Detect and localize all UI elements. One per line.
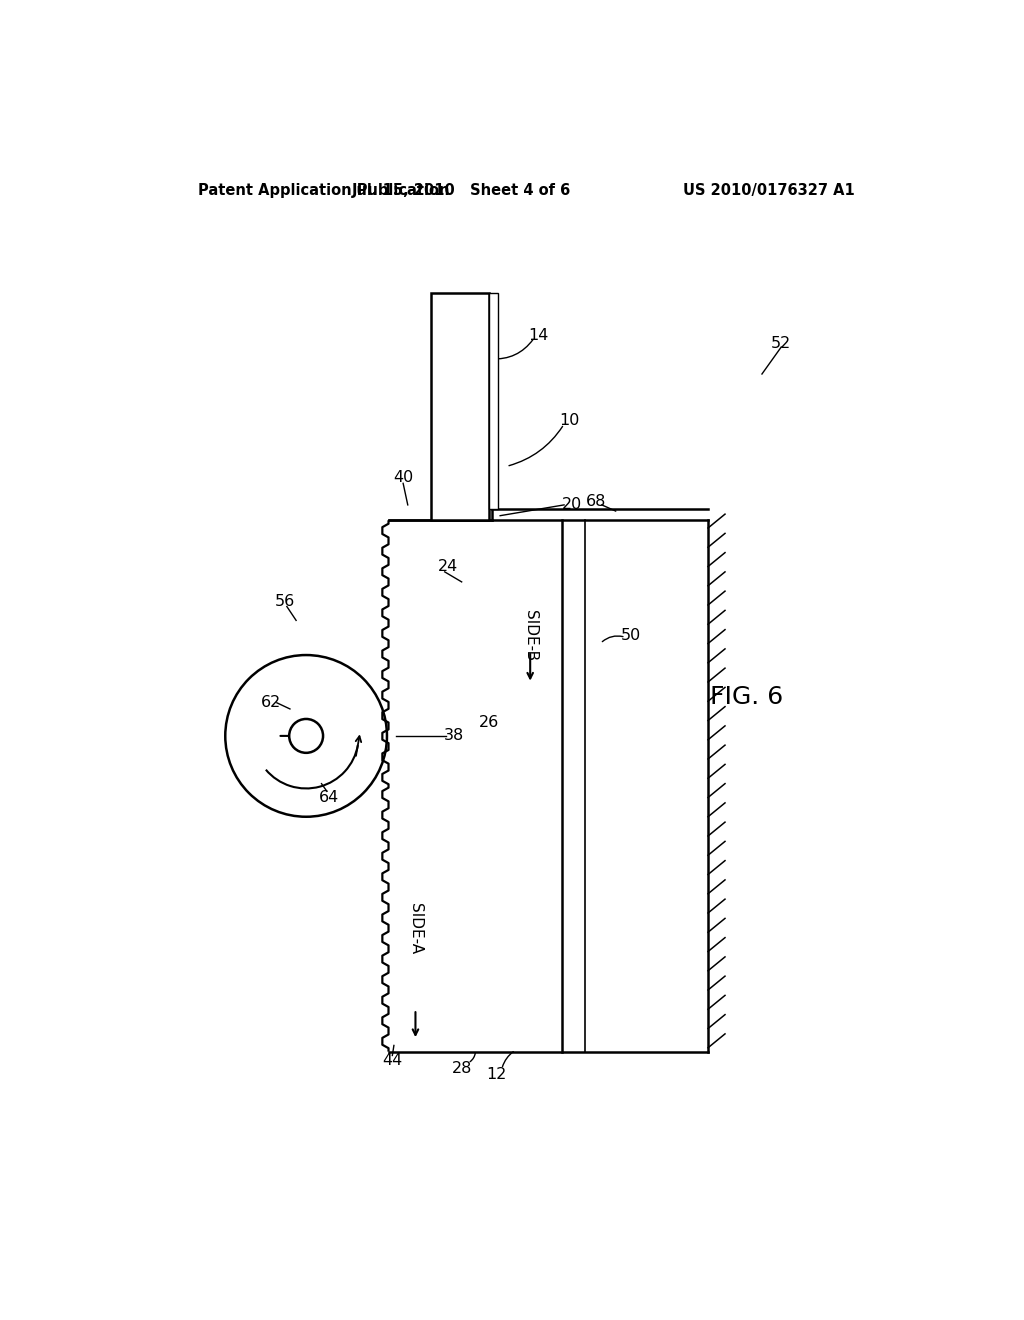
Polygon shape <box>388 520 708 1052</box>
Text: 20: 20 <box>561 498 582 512</box>
Circle shape <box>289 719 323 752</box>
Text: 52: 52 <box>771 335 792 351</box>
Text: 50: 50 <box>621 628 641 643</box>
Text: 10: 10 <box>559 413 580 428</box>
Text: 24: 24 <box>437 558 458 574</box>
Text: 12: 12 <box>486 1067 507 1082</box>
Text: 14: 14 <box>528 327 549 343</box>
Text: 40: 40 <box>393 470 414 486</box>
Text: SIDE-A: SIDE-A <box>408 903 423 954</box>
Text: 62: 62 <box>261 696 282 710</box>
Polygon shape <box>431 293 488 520</box>
Text: 26: 26 <box>478 714 499 730</box>
Text: SIDE-B: SIDE-B <box>523 610 539 661</box>
Text: 64: 64 <box>319 789 339 805</box>
Text: 38: 38 <box>443 729 464 743</box>
Polygon shape <box>488 293 498 508</box>
Text: US 2010/0176327 A1: US 2010/0176327 A1 <box>683 183 855 198</box>
Text: 44: 44 <box>382 1053 402 1068</box>
Text: Patent Application Publication: Patent Application Publication <box>199 183 450 198</box>
Text: Jul. 15, 2010   Sheet 4 of 6: Jul. 15, 2010 Sheet 4 of 6 <box>352 183 571 198</box>
Text: 56: 56 <box>274 594 295 609</box>
Text: 68: 68 <box>586 494 606 508</box>
Text: FIG. 6: FIG. 6 <box>710 685 783 709</box>
Text: 28: 28 <box>452 1061 472 1076</box>
